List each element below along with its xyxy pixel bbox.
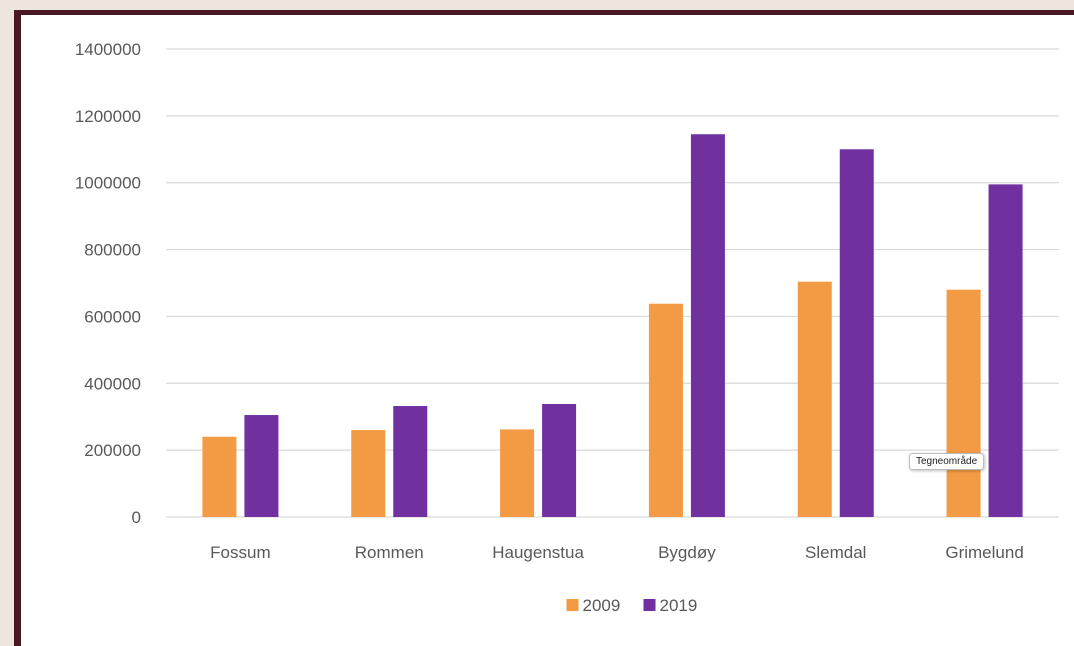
y-axis-ticks: 0 200000 400000 600000 800000 1000000 1200000 1… (75, 40, 141, 527)
bar-2019-2 (542, 404, 577, 517)
gridlines (166, 48, 1059, 518)
y-tick-label: 0 (132, 508, 141, 527)
x-category-label: Haugenstua (492, 543, 584, 562)
y-tick-label: 1400000 (75, 40, 141, 59)
legend-label: 2009 (583, 596, 621, 615)
bar-2009-1 (351, 430, 386, 517)
bar-2009-2 (500, 429, 535, 517)
x-category-label: Bygdøy (658, 543, 716, 562)
chart-frame: 0 200000 400000 600000 800000 1000000 1200000 1… (14, 10, 1074, 646)
y-tick-label: 200000 (84, 441, 141, 460)
tooltip: Tegneområde (909, 453, 985, 470)
bar-2019-4 (839, 149, 874, 518)
x-axis-categories: Fossum Rommen Haugenstua Bygdøy Slemdal Grime… (210, 543, 1024, 562)
y-tick-label: 600000 (84, 307, 141, 326)
x-category-label: Fossum (210, 543, 270, 562)
y-tick-label: 800000 (84, 241, 141, 260)
bar-2009-3 (648, 303, 683, 517)
bar-2009-4 (797, 281, 832, 517)
legend-swatch (643, 599, 656, 611)
bar-2009-0 (202, 436, 237, 517)
bar-2009-5 (946, 289, 981, 517)
y-tick-label: 1200000 (75, 107, 141, 126)
x-category-label: Grimelund (945, 543, 1023, 562)
bar-2019-1 (393, 406, 428, 517)
legend: 2009 2019 (566, 596, 698, 615)
bar-2019-5 (988, 184, 1023, 517)
y-tick-label: 400000 (84, 374, 141, 393)
bar-2019-3 (690, 134, 725, 517)
x-category-label: Slemdal (805, 543, 866, 562)
legend-label: 2019 (660, 596, 698, 615)
y-tick-label: 1000000 (75, 174, 141, 193)
legend-swatch (566, 599, 579, 611)
bars (202, 134, 1023, 518)
x-category-label: Rommen (355, 543, 424, 562)
chart-plot[interactable]: 0 200000 400000 600000 800000 1000000 1200000 1… (21, 15, 1074, 646)
bar-2019-0 (244, 415, 279, 517)
